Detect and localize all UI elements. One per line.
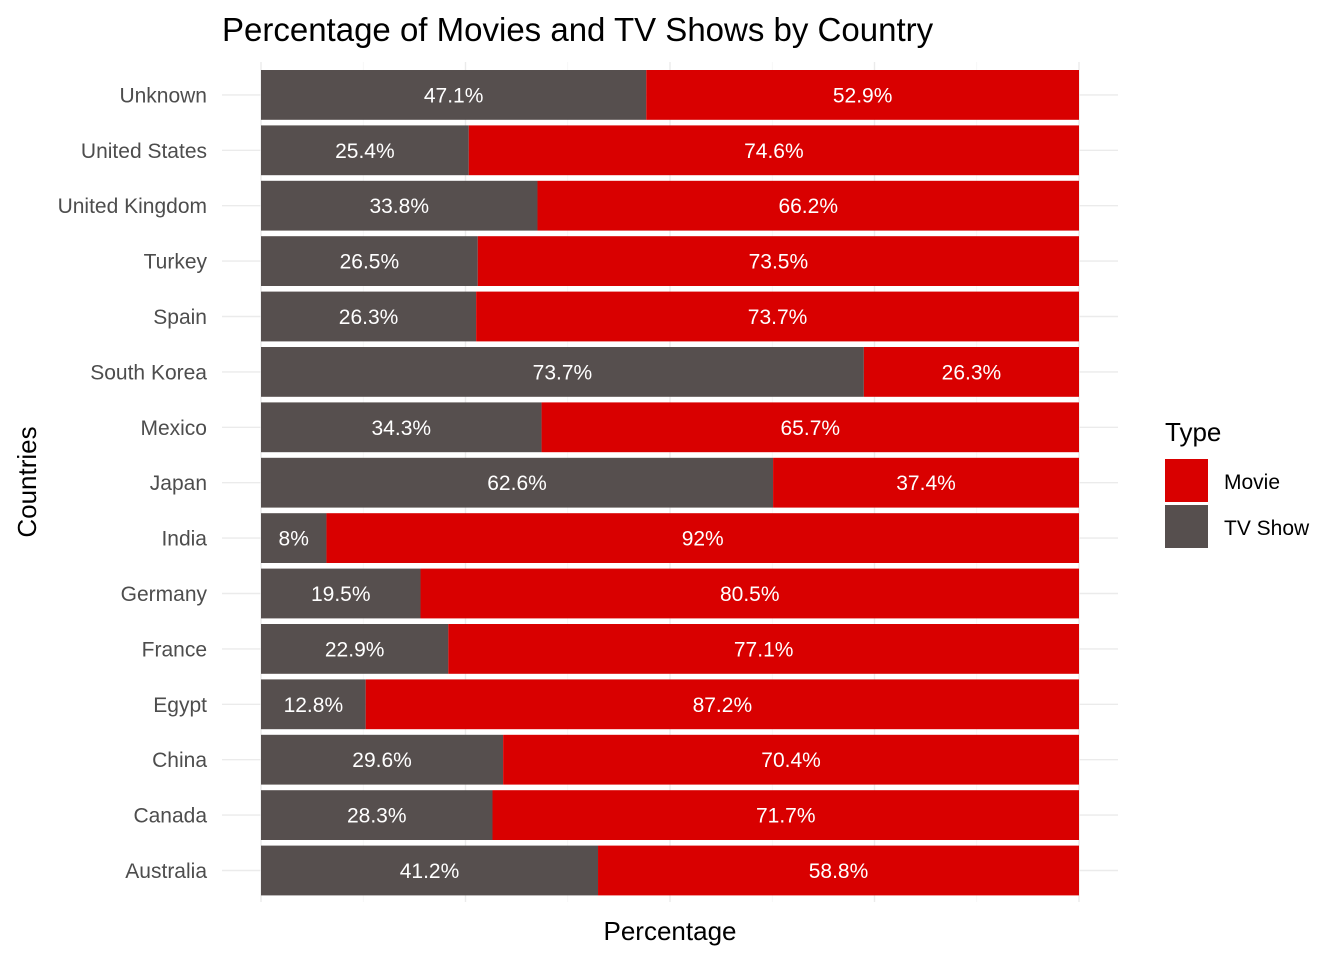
bar-segment-movie bbox=[477, 236, 1079, 286]
bar-data-label: 26.3% bbox=[339, 306, 399, 329]
bar-data-label: 62.6% bbox=[487, 472, 547, 495]
bar-segment-movie bbox=[326, 513, 1079, 563]
y-tick-label: Japan bbox=[150, 472, 207, 495]
y-axis-title: Countries bbox=[12, 426, 42, 537]
bar-data-label: 65.7% bbox=[781, 417, 841, 440]
bar-data-label: 26.3% bbox=[942, 361, 1002, 384]
bar-data-label: 73.5% bbox=[749, 251, 809, 274]
chart-title: Percentage of Movies and TV Shows by Cou… bbox=[222, 11, 934, 48]
bar-segment-tv-show bbox=[261, 457, 774, 508]
bar-data-label: 87.2% bbox=[693, 694, 753, 717]
bar-data-label: 52.9% bbox=[833, 84, 893, 107]
bar-segment-movie bbox=[492, 790, 1079, 840]
bar-data-label: 74.6% bbox=[744, 140, 804, 163]
bar-data-label: 58.8% bbox=[809, 860, 869, 883]
y-tick-label: South Korea bbox=[90, 361, 207, 384]
bar-segment-tv-show bbox=[261, 513, 327, 563]
bar-data-label: 71.7% bbox=[756, 805, 816, 828]
bar-data-label: 70.4% bbox=[761, 749, 821, 772]
y-tick-label: Canada bbox=[133, 805, 207, 828]
bar-data-label: 77.1% bbox=[734, 638, 794, 661]
y-tick-label: Australia bbox=[125, 860, 207, 883]
bar-segment-movie bbox=[420, 568, 1079, 619]
bar-data-label: 80.5% bbox=[720, 583, 780, 606]
bar-segment-movie bbox=[598, 845, 1079, 896]
bar-data-label: 25.4% bbox=[335, 140, 395, 163]
bar-segment-movie bbox=[476, 291, 1079, 342]
bar-segment-movie bbox=[646, 70, 1079, 120]
bar-data-label: 37.4% bbox=[896, 472, 956, 495]
y-tick-label: Unknown bbox=[119, 84, 207, 107]
bar-data-label: 22.9% bbox=[325, 638, 385, 661]
bar-segment-tv-show bbox=[261, 568, 421, 619]
y-tick-label: France bbox=[142, 638, 207, 661]
bar-data-label: 41.2% bbox=[400, 860, 460, 883]
bar-data-label: 29.6% bbox=[352, 749, 412, 772]
bar-data-label: 34.3% bbox=[372, 417, 432, 440]
bar-segment-movie bbox=[448, 624, 1079, 674]
legend-label: TV Show bbox=[1224, 517, 1310, 540]
y-tick-label: Egypt bbox=[153, 694, 207, 717]
bar-segment-tv-show bbox=[261, 70, 647, 120]
bar-segment-movie bbox=[541, 402, 1079, 453]
bar-segment-movie bbox=[365, 679, 1080, 730]
bar-segment-tv-show bbox=[261, 402, 542, 453]
bar-segment-movie bbox=[468, 125, 1080, 176]
y-tick-label: Spain bbox=[153, 306, 207, 329]
legend-swatch bbox=[1165, 459, 1208, 502]
bar-data-label: 12.8% bbox=[284, 694, 344, 717]
legend: Type Movie TV Show bbox=[1165, 417, 1310, 548]
bar-data-label: 92% bbox=[682, 528, 724, 551]
bar-segment-movie bbox=[503, 734, 1079, 785]
bar-segment-tv-show bbox=[261, 236, 478, 286]
bar-data-label: 33.8% bbox=[369, 195, 429, 218]
y-tick-label: China bbox=[152, 749, 207, 772]
bar-segment-movie bbox=[537, 180, 1079, 231]
bar-data-label: 26.5% bbox=[340, 251, 400, 274]
bar-data-label: 19.5% bbox=[311, 583, 371, 606]
bar-segment-tv-show bbox=[261, 347, 864, 397]
bar-segment-tv-show bbox=[261, 845, 599, 896]
y-tick-label: United States bbox=[81, 140, 207, 163]
bar-segment-tv-show bbox=[261, 291, 477, 342]
bar-data-label: 66.2% bbox=[778, 195, 838, 218]
bar-data-label: 28.3% bbox=[347, 805, 407, 828]
y-tick-label: Germany bbox=[121, 583, 208, 606]
bar-data-label: 73.7% bbox=[748, 306, 808, 329]
y-tick-label: Turkey bbox=[144, 251, 208, 274]
bar-data-label: 73.7% bbox=[533, 361, 593, 384]
y-tick-label: India bbox=[161, 528, 207, 551]
legend-title: Type bbox=[1165, 417, 1221, 447]
bars: 41.2% 58.8% 28.3% 71.7% 29.6% 70.4% 12.8% 87.2%… bbox=[261, 70, 1080, 896]
bar-segment-tv-show bbox=[261, 679, 366, 730]
bar-segment-tv-show bbox=[261, 180, 538, 231]
bar-segment-tv-show bbox=[261, 624, 449, 674]
bar-segment-tv-show bbox=[261, 790, 493, 840]
legend-swatch bbox=[1165, 505, 1208, 548]
y-tick-labels: Australia Canada China Egypt France Germany In… bbox=[58, 84, 208, 883]
y-tick-label: Mexico bbox=[140, 417, 207, 440]
bar-data-label: 47.1% bbox=[424, 84, 484, 107]
bar-segment-movie bbox=[773, 457, 1079, 508]
bar-segment-movie bbox=[863, 347, 1079, 397]
bar-segment-tv-show bbox=[261, 125, 469, 176]
legend-label: Movie bbox=[1224, 471, 1280, 494]
x-axis-title: Percentage bbox=[604, 916, 737, 946]
y-tick-label: United Kingdom bbox=[58, 195, 207, 218]
bar-data-label: 8% bbox=[279, 528, 309, 551]
bar-segment-tv-show bbox=[261, 734, 504, 785]
